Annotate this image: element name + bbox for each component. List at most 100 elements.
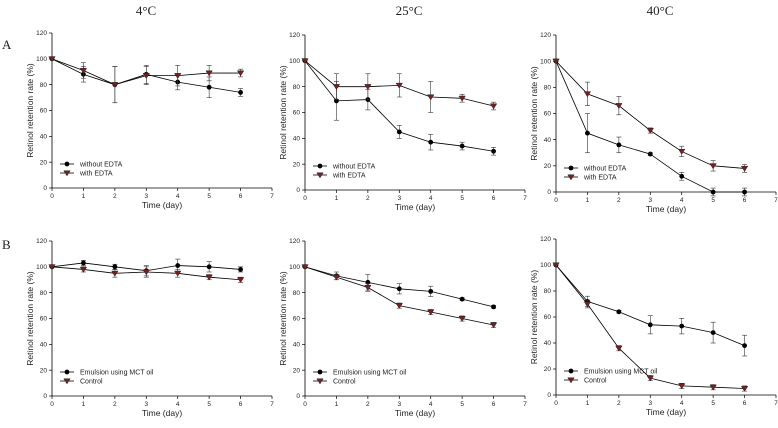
data-point [710, 189, 716, 195]
data-point [679, 323, 685, 329]
data-point [678, 383, 686, 390]
x-axis-label: Time (day) [646, 407, 686, 417]
x-tick-label: 2 [113, 401, 117, 408]
legend-label: Control [584, 378, 607, 385]
data-point [615, 345, 623, 352]
x-tick-label: 4 [176, 401, 180, 408]
x-tick-label: 5 [460, 401, 464, 408]
x-tick-label: 6 [743, 400, 747, 407]
legend-marker [317, 163, 323, 169]
x-tick-label: 7 [774, 197, 778, 204]
data-point [236, 277, 245, 284]
data-point [205, 70, 213, 77]
x-tick-label: 2 [617, 197, 621, 204]
panel-a-3: 0 20 40 60 80 100 120 0 1 2 3 4 5 6 7 Time (day) Retinol… [529, 32, 778, 214]
x-axis-label: Time (day) [142, 200, 182, 210]
y-tick-label: 80 [40, 290, 48, 297]
y-tick-label: 0 [547, 392, 551, 399]
y-tick-label: 40 [544, 137, 552, 144]
y-tick-label: 100 [289, 264, 300, 271]
y-tick-label: 60 [544, 111, 552, 118]
x-tick-label: 4 [680, 197, 684, 204]
y-tick-label: 0 [547, 189, 551, 196]
legend-marker [316, 172, 324, 179]
legend-label: Emulsion using MCT oil [333, 370, 407, 377]
data-point [206, 264, 212, 270]
data-point [583, 91, 592, 98]
x-axis-label: Time (day) [395, 202, 435, 212]
data-point [238, 90, 243, 95]
x-tick-label: 4 [680, 400, 684, 407]
y-tick-label: 120 [289, 238, 300, 245]
data-point [491, 304, 496, 310]
series-primary [302, 264, 497, 310]
data-point [616, 309, 622, 315]
x-tick-label: 4 [429, 401, 433, 408]
legend-marker [64, 161, 70, 167]
y-tick-label: 40 [544, 340, 552, 347]
data-point [427, 94, 435, 101]
x-tick-label: 0 [50, 193, 54, 200]
data-point [142, 269, 150, 276]
data-point [489, 322, 498, 329]
x-tick-label: 7 [270, 401, 274, 408]
data-point [395, 303, 403, 309]
data-point [740, 165, 749, 172]
y-tick-label: 80 [544, 85, 552, 92]
data-point [427, 309, 435, 316]
x-tick-label: 6 [239, 193, 243, 200]
data-point [174, 73, 182, 79]
data-point [205, 274, 213, 281]
legend-label: with EDTA [79, 171, 113, 178]
legend-marker [568, 368, 574, 374]
x-tick-label: 2 [617, 400, 621, 407]
data-point [647, 322, 653, 328]
x-tick-label: 0 [554, 400, 558, 407]
data-point [458, 95, 466, 102]
data-point [458, 316, 466, 322]
x-tick-label: 5 [711, 197, 715, 204]
data-point [81, 260, 86, 266]
data-point [740, 386, 749, 392]
data-point [709, 384, 717, 391]
legend-label: Emulsion using MCT oil [80, 370, 154, 377]
panel-b-1: 0 20 40 60 80 100 120 0 1 2 3 4 5 6 7 Time (day) Retinol… [25, 238, 274, 418]
column-header-40c: 40°C [647, 3, 674, 18]
data-point [678, 148, 686, 155]
data-point [236, 70, 245, 77]
y-tick-label: 60 [293, 316, 301, 323]
legend-label: without EDTA [332, 164, 376, 171]
x-tick-label: 6 [743, 197, 747, 204]
x-tick-label: 5 [460, 195, 464, 202]
legend-marker [63, 170, 71, 177]
x-tick-label: 1 [82, 193, 86, 200]
y-tick-label: 100 [36, 56, 47, 63]
data-point [710, 330, 716, 335]
x-tick-label: 2 [366, 195, 370, 202]
y-tick-label: 100 [36, 264, 47, 271]
series-secondary [48, 56, 245, 104]
x-tick-label: 7 [270, 193, 274, 200]
y-tick-label: 40 [293, 136, 301, 143]
data-point [552, 58, 560, 65]
y-tick-label: 120 [36, 30, 47, 37]
y-axis-label: Retinol retention rate (%) [529, 66, 539, 161]
series-secondary [301, 264, 498, 329]
x-tick-label: 7 [774, 400, 778, 407]
data-point [709, 163, 717, 170]
x-axis-label: Time (day) [646, 204, 686, 214]
y-tick-label: 0 [296, 393, 300, 400]
x-tick-label: 3 [397, 401, 401, 408]
legend-marker [316, 378, 324, 385]
data-point [142, 73, 150, 79]
legend-marker [567, 377, 575, 384]
data-point [459, 143, 465, 149]
x-tick-label: 3 [648, 197, 652, 204]
legend-label: without EDTA [583, 166, 627, 173]
y-axis-label: Retinol retention rate (%) [278, 65, 288, 160]
y-tick-label: 20 [293, 367, 301, 374]
y-tick-label: 80 [293, 84, 301, 91]
y-axis-label: Retinol retention rate (%) [278, 271, 288, 366]
data-point [647, 151, 653, 157]
